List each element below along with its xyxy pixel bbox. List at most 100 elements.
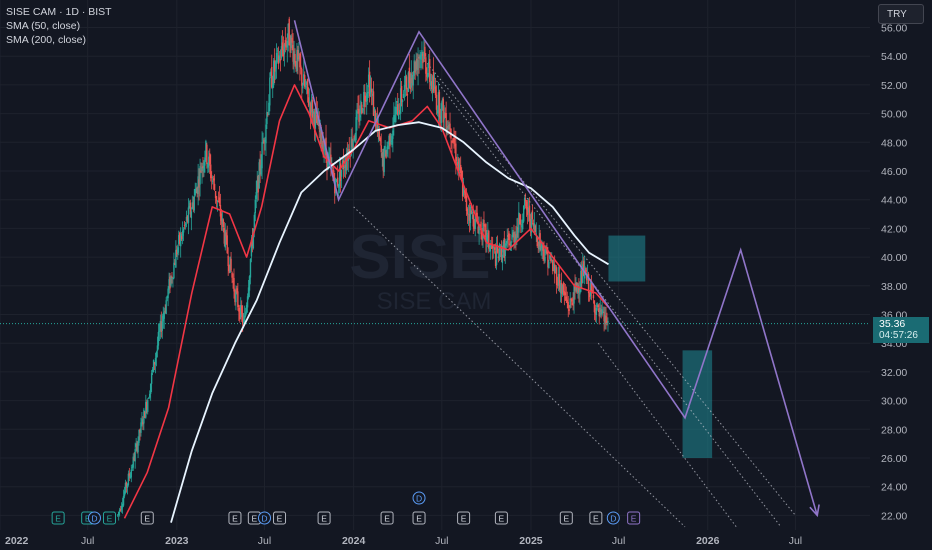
candle-body (347, 149, 350, 161)
candle-body (237, 291, 239, 308)
candle-body (169, 276, 171, 289)
candle-body (568, 309, 570, 311)
sma200-line (170, 121, 609, 523)
marker-badge (559, 511, 573, 525)
candle-body (427, 72, 429, 79)
currency-button[interactable]: TRY (878, 4, 924, 24)
candle-body (490, 244, 492, 249)
candle-body (186, 216, 189, 222)
earnings-marker[interactable]: E (494, 511, 508, 525)
candle-body (410, 73, 412, 88)
candle-body (354, 137, 356, 143)
candle-body (472, 214, 474, 227)
candle-body (572, 302, 574, 306)
candle-body (418, 56, 420, 59)
price-candles (117, 16, 609, 521)
candle-body (554, 267, 557, 272)
earnings-marker[interactable]: E (457, 511, 471, 525)
candle-body (259, 159, 261, 171)
sma200-legend[interactable]: SMA (200, close) (6, 34, 86, 46)
price-tick-label: 46.00 (881, 166, 907, 178)
candle-body (441, 99, 443, 103)
candle-body (299, 53, 301, 68)
price-tick-label: 24.00 (881, 482, 907, 494)
candle-body (361, 104, 363, 114)
candle-body (256, 180, 258, 193)
candle-body (593, 300, 596, 313)
earnings-marker[interactable]: E (627, 511, 641, 525)
candle-body (589, 282, 592, 296)
candle-body (518, 212, 520, 233)
candle-body (246, 296, 249, 308)
price-tick-label: 50.00 (881, 109, 907, 121)
earnings-marker[interactable]: E (228, 511, 242, 525)
time-tick-label: Jul (258, 535, 271, 547)
candle-body (126, 483, 129, 489)
marker-label: E (85, 514, 91, 524)
candle-body (399, 88, 402, 114)
candle-body (353, 136, 355, 139)
candle-body (303, 74, 305, 86)
symbol-watermark: SISE SISE CAM (349, 223, 491, 315)
candle-body (176, 249, 178, 255)
trend-channel-line (353, 206, 686, 528)
candle-body (242, 319, 245, 323)
earnings-marker[interactable]: E (102, 511, 116, 525)
candle-body (530, 212, 533, 233)
earnings-marker[interactable]: E (317, 511, 331, 525)
candle-body (444, 112, 446, 118)
candle-body (163, 312, 165, 319)
candle-body (582, 264, 584, 284)
candle-body (312, 110, 315, 114)
candle-body (403, 85, 406, 91)
dividend-marker[interactable]: D (87, 511, 101, 525)
candle-body (227, 255, 229, 266)
candle-body (280, 46, 283, 58)
candle-body (327, 153, 329, 171)
candle-body (266, 111, 268, 125)
dividend-marker[interactable]: D (606, 511, 620, 525)
candle-body (534, 225, 537, 233)
candle-body (252, 228, 255, 249)
dividend-marker[interactable]: D (258, 511, 272, 525)
candle-body (151, 369, 154, 372)
candle-body (160, 321, 163, 332)
candle-body (513, 231, 515, 243)
symbol-title[interactable]: SISE CAM · 1D · BIST (6, 6, 112, 18)
candle-body (183, 224, 186, 226)
candle-body (460, 164, 462, 173)
candle-body (343, 167, 346, 169)
earnings-marker[interactable]: E (589, 511, 603, 525)
candle-body (159, 320, 162, 331)
price-tick-label: 38.00 (881, 281, 907, 293)
dividend-marker[interactable]: D (412, 491, 426, 505)
bar-countdown: 04:57:26 (879, 330, 918, 341)
candle-body (178, 235, 180, 245)
candle-body (360, 100, 362, 114)
sma50-legend[interactable]: SMA (50, close) (6, 20, 81, 32)
pattern-projection (293, 20, 820, 518)
candle-body (135, 443, 137, 447)
candle-body (538, 236, 540, 250)
candle-body (162, 315, 164, 322)
price-tick-label: 52.00 (881, 80, 907, 92)
earnings-marker[interactable]: E (51, 511, 65, 525)
earnings-marker[interactable]: E (412, 511, 426, 525)
earnings-marker[interactable]: E (140, 511, 154, 525)
candle-body (208, 156, 210, 166)
candle-body (190, 211, 193, 219)
earnings-marker[interactable]: E (247, 511, 261, 525)
candle-body (300, 65, 302, 70)
marker-badge (273, 511, 287, 525)
time-axis[interactable]: 2022 Jul 2023 Jul 2024 Jul 2025 Jul 2026 Jul (5, 535, 802, 547)
candle-body (251, 238, 254, 247)
earnings-marker[interactable]: E (273, 511, 287, 525)
candle-body (298, 55, 300, 60)
earnings-marker[interactable]: E (380, 511, 394, 525)
candle-body (580, 270, 582, 292)
candle-body (422, 53, 424, 64)
candle-body (597, 305, 599, 308)
earnings-marker[interactable]: E (559, 511, 573, 525)
candle-body (553, 264, 556, 274)
